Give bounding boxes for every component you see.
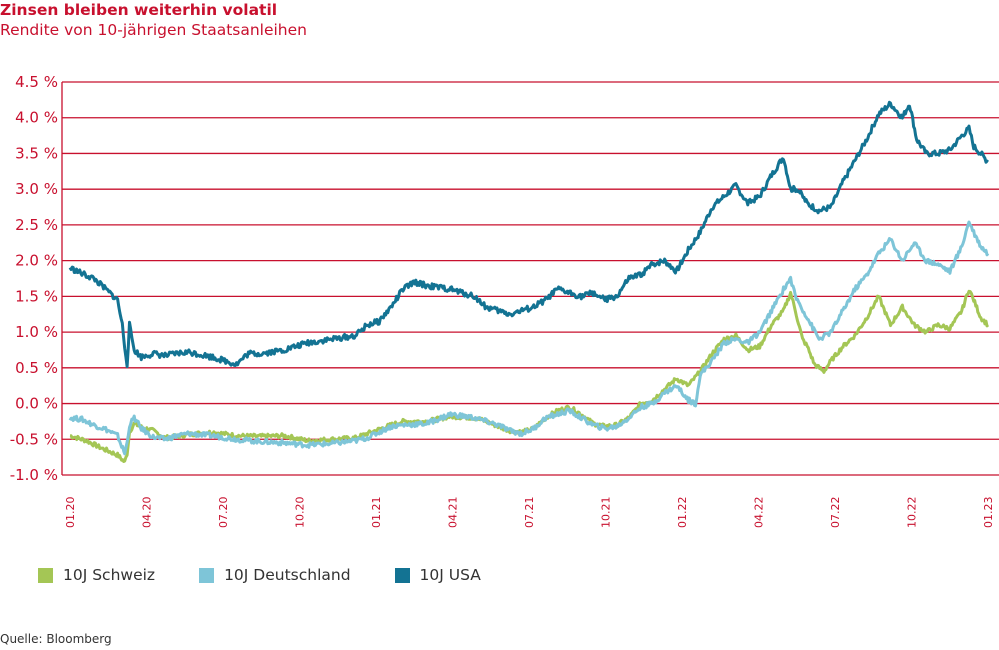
x-tick-label: 01.20	[64, 497, 77, 529]
legend-label-deutschland: 10J Deutschland	[224, 566, 351, 584]
series-line-deutschland	[68, 220, 990, 456]
x-tick-label: 01.22	[676, 497, 689, 529]
y-tick-label: 3.5 %	[15, 144, 58, 162]
x-tick-label: 01.21	[370, 497, 383, 529]
x-tick-label: 07.21	[523, 497, 536, 529]
grid-lines	[61, 81, 999, 476]
y-tick-label: 1.5 %	[15, 287, 58, 305]
legend-item-usa: 10J USA	[394, 566, 481, 584]
line-chart: 4.5 % 4.0 % 3.5 % 3.0 % 2.5 % 2.0 % 1.5 % 1.0 %…	[10, 73, 999, 529]
x-tick-label: 04.22	[753, 497, 766, 529]
legend: 10J Schweiz 10J Deutschland 10J USA	[38, 566, 481, 584]
chart-subtitle: Rendite von 10-jährigen Staatsanleihen	[0, 21, 307, 39]
legend-swatch-usa	[394, 567, 410, 583]
y-tick-label: -1.0 %	[10, 466, 58, 484]
x-tick-label: 10.20	[294, 497, 307, 529]
legend-item-schweiz: 10J Schweiz	[38, 566, 155, 584]
y-tick-label: 0.5 %	[15, 359, 58, 377]
y-axis-labels: 4.5 % 4.0 % 3.5 % 3.0 % 2.5 % 2.0 % 1.5 % 1.0 %…	[10, 73, 58, 484]
legend-swatch-schweiz	[38, 567, 53, 583]
x-tick-label: 07.20	[217, 497, 230, 529]
series-lines	[68, 100, 990, 463]
y-tick-label: 4.0 %	[15, 109, 58, 127]
x-tick-label: 04.20	[141, 497, 154, 529]
y-tick-label: 2.5 %	[15, 216, 58, 234]
x-tick-label: 10.21	[600, 497, 613, 529]
x-tick-label: 04.21	[447, 497, 460, 529]
source-note: Quelle: Bloomberg	[0, 632, 112, 646]
series-line-usa	[68, 100, 990, 369]
y-tick-label: 2.0 %	[15, 252, 58, 270]
x-tick-label: 07.22	[829, 497, 842, 529]
legend-item-deutschland: 10J Deutschland	[199, 566, 351, 584]
x-tick-label: 10.22	[906, 497, 919, 529]
chart-title: Zinsen bleiben weiterhin volatil	[0, 1, 278, 19]
y-tick-label: 1.0 %	[15, 323, 58, 341]
y-tick-label: -0.5 %	[10, 430, 58, 448]
legend-label-usa: 10J USA	[419, 566, 481, 584]
series-line-schweiz	[69, 289, 990, 463]
y-tick-label: 0.0 %	[15, 395, 58, 413]
legend-label-schweiz: 10J Schweiz	[63, 566, 156, 584]
x-tick-label: 01.23	[982, 497, 995, 529]
y-tick-label: 3.0 %	[15, 180, 58, 198]
legend-swatch-deutschland	[199, 567, 215, 583]
x-axis-labels: 01.20 04.20 07.20 10.20 01.21 04.21 07.21 10.21…	[64, 497, 995, 529]
y-tick-label: 4.5 %	[15, 73, 58, 91]
